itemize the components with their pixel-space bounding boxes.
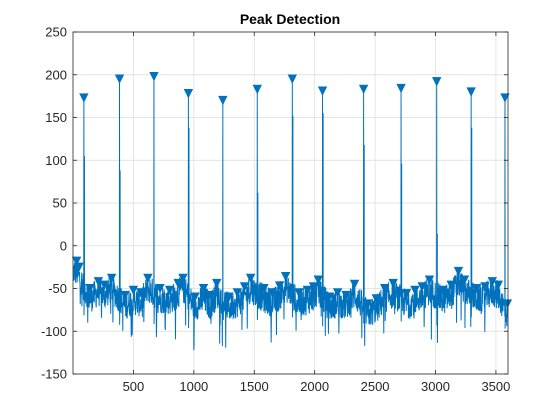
minor-peak-marker [493,280,504,290]
major-peak-marker [396,83,406,94]
major-peak-marker [218,95,228,106]
minor-peak-marker [401,289,412,299]
minor-peak-marker [259,283,269,294]
plot-area: 500 1000 1500 2000 2500 3000 3500 -150 -100 -50 0 5… [41,25,513,395]
chart-title: Peak Detection [240,11,340,27]
minor-peak-marker [274,281,285,291]
minor-peak-marker [212,278,222,289]
minor-peak-marker [480,282,490,292]
major-peak-marker [500,93,510,103]
minor-peak-marker [341,290,351,301]
minor-peak-marker [294,288,304,298]
minor-peak-marker [143,273,153,284]
minor-peak-marker [106,273,117,284]
y-tick-label: 200 [45,67,67,82]
y-tick-label: 50 [53,196,67,211]
minor-peak-marker [471,283,482,294]
minor-peak-marker [363,299,373,309]
x-tick-label: 3500 [481,379,510,394]
minor-peak-marker [74,262,84,272]
minor-peak-marker [135,288,146,298]
peak-markers [71,71,513,309]
major-peak-marker [317,86,328,96]
y-tick-label: 0 [60,238,67,253]
major-peak-marker [358,84,369,95]
minor-peak-marker [155,283,165,294]
minor-peak-marker [332,288,343,298]
minor-peak-marker [313,275,323,285]
minor-peak-marker [232,288,243,298]
minor-peak-marker [128,285,139,296]
minor-peak-marker [459,275,470,285]
axis-ticks: 500 1000 1500 2000 2500 3000 3500 -150 -100 -50 0 5… [41,25,510,395]
x-tick-label: 2500 [361,379,390,394]
y-tick-label: 250 [45,25,67,40]
major-peak-marker [432,77,442,87]
minor-peak-marker [206,290,216,301]
minor-peak-marker [424,275,435,285]
minor-peak-marker [267,288,278,298]
minor-peak-marker [388,278,398,289]
y-tick-label: -100 [41,324,67,339]
major-peak-marker [466,87,476,97]
minor-peak-marker [349,279,360,290]
y-tick-label: 150 [45,110,67,125]
x-tick-label: 500 [123,379,145,394]
minor-peak-marker [245,273,256,284]
minor-peak-marker [280,272,291,282]
minor-peak-marker [380,283,390,294]
minor-peak-marker [224,292,234,302]
minor-peak-marker [71,256,82,267]
minor-peak-marker [438,285,448,296]
major-peak-marker [183,89,194,99]
minor-peak-marker [164,285,175,296]
signal-line [73,78,508,351]
minor-peak-marker [190,292,200,302]
major-peak-marker [79,93,89,103]
x-tick-label: 2000 [300,379,329,394]
minor-peak-marker [198,283,209,294]
x-tick-label: 1500 [240,379,269,394]
major-peak-marker [287,74,297,84]
major-peak-marker [149,71,159,82]
minor-peak-marker [417,282,427,292]
minor-peak-marker [302,285,313,296]
minor-peak-marker [178,273,188,284]
minor-peak-marker [502,299,513,309]
major-peak-marker [114,74,125,84]
minor-peak-marker [410,285,420,296]
minor-peak-marker [308,282,319,292]
minor-peak-marker [85,283,95,294]
minor-peak-marker [173,278,183,289]
y-tick-label: 100 [45,153,67,168]
minor-peak-marker [371,294,381,304]
minor-peak-marker [324,292,334,302]
minor-peak-marker [239,282,250,292]
signal-series [73,78,508,351]
major-peak-marker [252,84,262,95]
minor-peak-marker [120,290,130,301]
y-tick-label: -150 [41,367,67,382]
x-tick-label: 3000 [421,379,450,394]
minor-peak-marker [453,266,464,277]
y-tick-label: -50 [48,281,67,296]
minor-peak-marker [446,280,456,290]
minor-peak-marker [99,280,110,290]
x-tick-label: 1000 [179,379,208,394]
